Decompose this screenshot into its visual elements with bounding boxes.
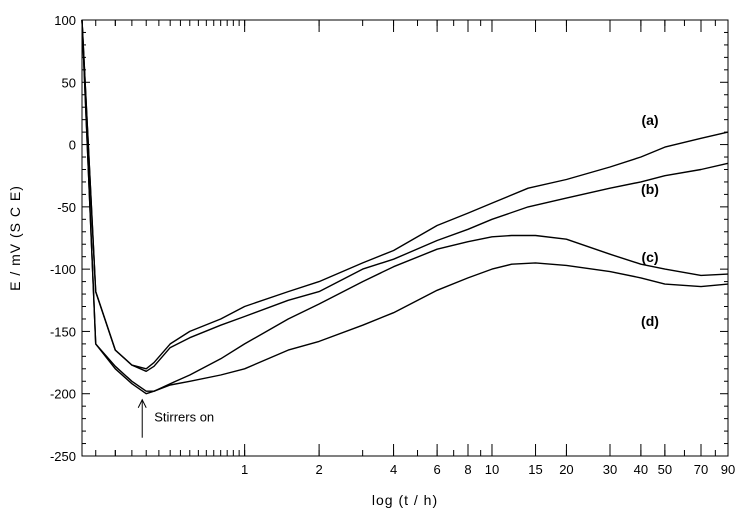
x-tick-label: 4 [390,462,397,477]
x-tick-label: 6 [433,462,440,477]
x-tick-label: 15 [528,462,542,477]
y-tick-label: -200 [50,387,76,402]
x-tick-label: 40 [634,462,648,477]
annotation-label: Stirrers on [154,410,214,425]
series-line-b [81,19,729,372]
y-tick-label: -150 [50,324,76,339]
series-labels: (a) (b) (c) (d) [641,112,659,329]
x-tick-label: 8 [464,462,471,477]
x-tick-label: 20 [559,462,573,477]
series-line-c [81,19,729,392]
y-axis: -250 -200 -150 -100 -50 0 50 100 [50,13,728,464]
y-axis-label: E / mV (S C E) [7,185,23,291]
plot-area [81,19,729,457]
series-label-d: (d) [641,313,659,329]
x-tick-label: 70 [694,462,708,477]
y-tick-label: -50 [57,200,76,215]
x-tick-label: 1 [241,462,248,477]
x-tick-label: 10 [485,462,499,477]
series-label-b: (b) [641,181,659,197]
annotations: Stirrers on [137,398,214,438]
series-line-d [81,19,729,395]
y-tick-label: 0 [69,138,76,153]
y-tick-label: -100 [50,262,76,277]
y-tick-label: 50 [62,75,76,90]
y-tick-label: 100 [54,13,76,28]
series-label-a: (a) [641,112,658,128]
series-line-a [81,19,729,370]
series-lines [81,19,729,395]
x-axis: 1 2 4 6 8 10 15 20 30 40 50 70 90 [95,20,735,477]
x-axis-label: log (t / h) [372,492,438,508]
x-tick-label: 30 [603,462,617,477]
x-tick-label: 50 [658,462,672,477]
x-tick-label: 2 [315,462,322,477]
series-label-c: (c) [641,249,658,265]
x-tick-label: 90 [721,462,735,477]
annotation-arrowhead [137,398,147,408]
y-tick-label: -250 [50,449,76,464]
